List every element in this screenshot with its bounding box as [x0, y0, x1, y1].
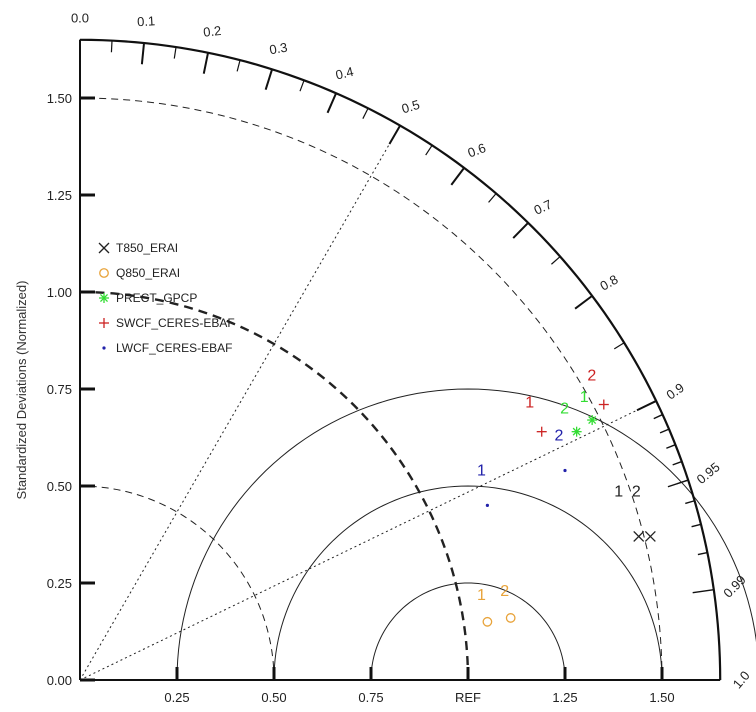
correlation-label: 0.5 [400, 97, 422, 117]
point-label: 2 [500, 583, 509, 600]
point-label: 2 [560, 401, 569, 418]
point-label: 1 [614, 483, 623, 500]
correlation-tick [691, 523, 702, 528]
data-point [505, 613, 516, 623]
correlation-tick [173, 46, 177, 59]
point-label: 2 [555, 427, 564, 444]
correlation-tick [659, 428, 670, 434]
correlation-tick [140, 42, 146, 65]
data-point [644, 530, 656, 542]
correlation-tick [488, 193, 497, 203]
grid-layer [79, 97, 756, 681]
correlation-tick [697, 551, 708, 556]
correlation-label: 0.95 [694, 459, 723, 487]
point-label: 2 [632, 483, 641, 500]
data-point [563, 468, 567, 473]
y-tick-label: 0.75 [47, 382, 72, 397]
point-label: 1 [477, 587, 486, 604]
data-point [633, 530, 645, 542]
correlation-tick [666, 444, 676, 449]
marker-plus [99, 318, 109, 328]
marker-star [99, 293, 109, 303]
legend-entry-label: T850_ERAI [116, 241, 178, 255]
correlation-tick [299, 80, 305, 92]
y-tick-label: 0.25 [47, 576, 72, 591]
x-tick-label: REF [455, 690, 481, 705]
outer-correlation-arc [79, 38, 722, 681]
correlation-label: 0.2 [202, 23, 222, 40]
correlation-tick [672, 460, 683, 466]
legend-entry-label: Q850_ERAI [116, 266, 180, 280]
correlation-label: 0.3 [268, 40, 288, 58]
correlation-label: 0.1 [137, 13, 156, 29]
correlation-label: 0.0 [71, 10, 89, 25]
correlation-label: 1.0 [730, 668, 753, 691]
data-point [571, 426, 582, 437]
correlation-tick [551, 256, 561, 265]
legend-entry-label: SWCF_CERES-EBAF [116, 316, 235, 330]
y-axis-label: Standardized Deviations (Normalized) [14, 281, 29, 500]
legend-entry-label: PRECT_GPCP [116, 291, 197, 305]
data-point [482, 616, 493, 627]
rmse-arc [176, 388, 756, 681]
marker-dot [102, 346, 106, 350]
y-tick-label: 1.50 [47, 91, 72, 106]
correlation-tick [613, 342, 625, 350]
x-tick-label: 1.50 [649, 690, 674, 705]
correlation-tick [685, 500, 695, 505]
x-tick-label: 1.25 [552, 690, 577, 705]
std-dev-arc [79, 97, 663, 681]
point-label: 2 [587, 368, 596, 385]
axes-layer: 0.0 0.1 0.2 0.3 0.4 0.5 0.6 0.7 0.8 0.9 0.95 0.99 1.… [47, 10, 753, 705]
correlation-tick [636, 400, 657, 412]
correlation-tick [388, 125, 401, 145]
correlation-tick [326, 92, 337, 114]
correlation-tick [236, 59, 241, 72]
correlation-tick [202, 52, 210, 74]
correlation-label: 0.7 [532, 197, 555, 218]
point-label: 1 [580, 389, 589, 406]
correlation-tick [667, 479, 689, 488]
correlation-tick [110, 40, 113, 53]
legend: T850_ERAI Q850_ERAI PRECT_GPCP SWCF_CERES-E… [98, 241, 235, 355]
correlation-reference-line [79, 125, 401, 681]
correlation-tick [574, 295, 593, 310]
data-point [536, 426, 547, 437]
point-label: 1 [477, 462, 486, 479]
x-tick-label: 0.75 [358, 690, 383, 705]
data-point [587, 415, 598, 426]
correlation-tick [653, 413, 663, 420]
correlation-label: 0.4 [334, 64, 355, 83]
x-tick-label: 0.50 [261, 690, 286, 705]
correlation-tick [512, 222, 529, 239]
y-tick-label: 0.00 [47, 673, 72, 688]
y-tick-label: 1.00 [47, 285, 72, 300]
correlation-tick [362, 108, 369, 119]
data-point [598, 399, 609, 410]
marker-cross [98, 242, 110, 254]
rmse-arc [370, 582, 566, 681]
x-tick-label: 0.25 [164, 690, 189, 705]
correlation-label: 0.9 [663, 380, 686, 403]
correlation-tick [450, 167, 465, 186]
marker-circle [99, 268, 109, 278]
correlation-label: 0.99 [720, 572, 749, 601]
correlation-tick [425, 144, 433, 156]
rmse-arc [273, 485, 663, 681]
correlation-label: 0.6 [466, 140, 488, 160]
point-label: 1 [525, 395, 534, 412]
correlation-tick [264, 68, 274, 90]
correlation-label: 0.8 [597, 272, 620, 294]
std-dev-arc [79, 485, 275, 681]
data-point [485, 503, 489, 507]
y-tick-label: 0.50 [47, 479, 72, 494]
correlation-reference-line [79, 400, 657, 681]
correlation-tick [692, 588, 714, 594]
reference-std-arc [79, 290, 470, 681]
y-tick-label: 1.25 [47, 188, 72, 203]
legend-entry-label: LWCF_CERES-EBAF [116, 341, 232, 355]
